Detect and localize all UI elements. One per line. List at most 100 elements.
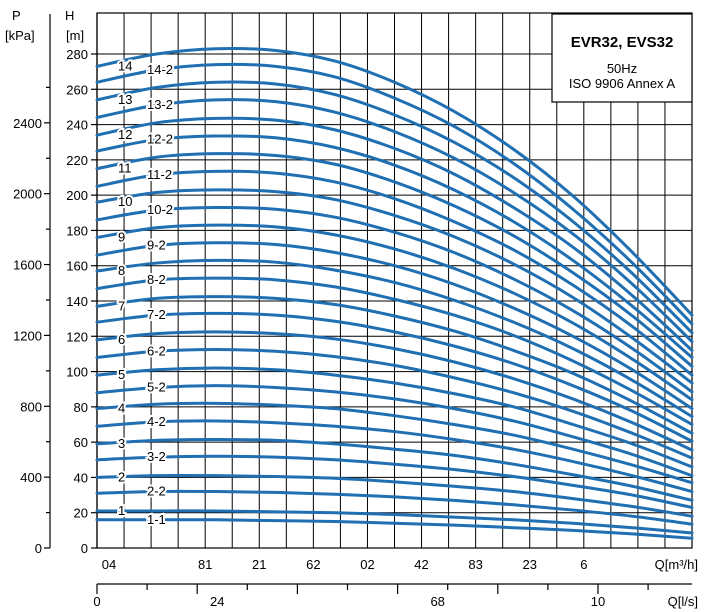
curve-3 — [95, 437, 694, 502]
p-axis-unit: [kPa] — [5, 28, 35, 43]
curve-12-2 — [95, 134, 694, 359]
curve-4 — [95, 401, 694, 485]
curve-5-2 — [95, 384, 694, 478]
h-tick-label: 100 — [66, 365, 88, 380]
x-top-tick-label: 6 — [580, 557, 587, 572]
h-tick-label: 0 — [81, 541, 88, 556]
curve-2 — [95, 473, 694, 518]
x-top-tick-label: 42 — [414, 557, 428, 572]
curve-2-2 — [95, 489, 694, 526]
x-top-tick-label: 21 — [252, 557, 266, 572]
h-tick-label: 180 — [66, 223, 88, 238]
curve-labels: 1-112-223-234-245-256-267-278-289-2910-2… — [116, 56, 175, 528]
h-tick-label: 280 — [66, 47, 88, 62]
curve-label-14-2: 14-2 — [147, 62, 173, 77]
x-bottom-tick-label: 10 — [591, 594, 605, 609]
curve-label-9: 9 — [118, 229, 125, 244]
h-tick-label: 80 — [74, 400, 88, 415]
curve-label-5-2: 5-2 — [147, 379, 166, 394]
p-tick-label: 1600 — [13, 258, 42, 273]
x-top-tick-label: 04 — [102, 557, 116, 572]
p-tick-label: 2000 — [13, 187, 42, 202]
h-tick-label: 240 — [66, 118, 88, 133]
h-tick-label: 20 — [74, 506, 88, 521]
curve-label-10: 10 — [118, 194, 132, 209]
curve-label-1: 1 — [118, 503, 125, 518]
h-tick-label: 200 — [66, 188, 88, 203]
curve-10-2 — [95, 205, 694, 394]
h-tick-label: 60 — [74, 435, 88, 450]
curve-13 — [95, 80, 694, 335]
curve-1 — [95, 509, 694, 535]
p-tick-label: 400 — [20, 470, 42, 485]
curve-3-2 — [95, 454, 694, 509]
curves — [95, 46, 694, 540]
curve-1-1 — [95, 518, 694, 540]
curve-9 — [95, 223, 694, 402]
curve-13-2 — [95, 98, 694, 344]
curve-label-13: 13 — [118, 92, 132, 107]
p-tick-label: 800 — [20, 399, 42, 414]
curve-6 — [95, 330, 694, 452]
x-top-axis-title: Q[m³/h] — [655, 557, 698, 572]
p-tick-label: 0 — [35, 541, 42, 556]
x-bottom-tick-label: 0 — [93, 594, 100, 609]
curve-11 — [95, 152, 694, 368]
curve-label-11: 11 — [118, 161, 132, 176]
p-axis-title: P — [12, 8, 21, 23]
h-tick-label: 260 — [66, 82, 88, 97]
curve-label-9-2: 9-2 — [147, 237, 166, 252]
chart-subtitle-standard: ISO 9906 Annex A — [569, 76, 676, 91]
curve-10 — [95, 188, 694, 385]
curve-11-2 — [95, 169, 694, 377]
x-top-tick-label: 83 — [468, 557, 482, 572]
h-tick-label: 220 — [66, 153, 88, 168]
x-top-tick-label: 02 — [360, 557, 374, 572]
curve-label-1-1: 1-1 — [147, 512, 166, 527]
curve-label-10-2: 10-2 — [147, 202, 173, 217]
x-bottom-tick-label: 68 — [430, 594, 444, 609]
x-top-tick-label: 81 — [198, 557, 212, 572]
curve-label-11-2: 11-2 — [147, 167, 172, 182]
legend-box — [551, 13, 693, 103]
curve-8-2 — [95, 276, 694, 426]
curve-label-3-2: 3-2 — [147, 449, 166, 464]
curve-6-2 — [95, 348, 694, 460]
h-tick-label: 120 — [66, 329, 88, 344]
chart-subtitle-frequency: 50Hz — [607, 61, 637, 76]
curve-label-2-2: 2-2 — [147, 484, 166, 499]
curve-7-2 — [95, 311, 694, 443]
curve-5 — [95, 366, 694, 469]
x-bottom-axis-title: Q[l/s] — [668, 594, 698, 609]
curve-label-3: 3 — [118, 436, 125, 451]
curve-14 — [95, 46, 694, 317]
curve-label-8-2: 8-2 — [147, 272, 166, 287]
curve-label-6-2: 6-2 — [147, 343, 166, 358]
x-top-tick-label: 62 — [306, 557, 320, 572]
curve-8 — [95, 258, 694, 419]
curve-label-8: 8 — [118, 263, 125, 278]
x-top-tick-label: 23 — [522, 557, 536, 572]
h-tick-label: 40 — [74, 470, 88, 485]
curve-label-6: 6 — [118, 332, 125, 347]
curve-label-13-2: 13-2 — [147, 97, 173, 112]
curve-label-12: 12 — [118, 127, 132, 142]
curve-14-2 — [95, 62, 694, 326]
h-axis-title: H — [65, 8, 74, 23]
curve-4-2 — [95, 419, 694, 494]
p-tick-label: 1200 — [13, 328, 42, 343]
curve-label-7: 7 — [118, 298, 125, 313]
curve-label-4: 4 — [118, 401, 125, 416]
h-axis-unit: [m] — [66, 28, 84, 43]
h-tick-label: 160 — [66, 259, 88, 274]
curve-12 — [95, 116, 694, 352]
curve-7 — [95, 295, 694, 435]
curve-label-2: 2 — [118, 469, 125, 484]
curve-label-5: 5 — [118, 367, 125, 382]
p-tick-label: 2400 — [13, 116, 42, 131]
curve-label-7-2: 7-2 — [147, 307, 166, 322]
curve-9-2 — [95, 241, 694, 411]
h-tick-label: 140 — [66, 294, 88, 309]
